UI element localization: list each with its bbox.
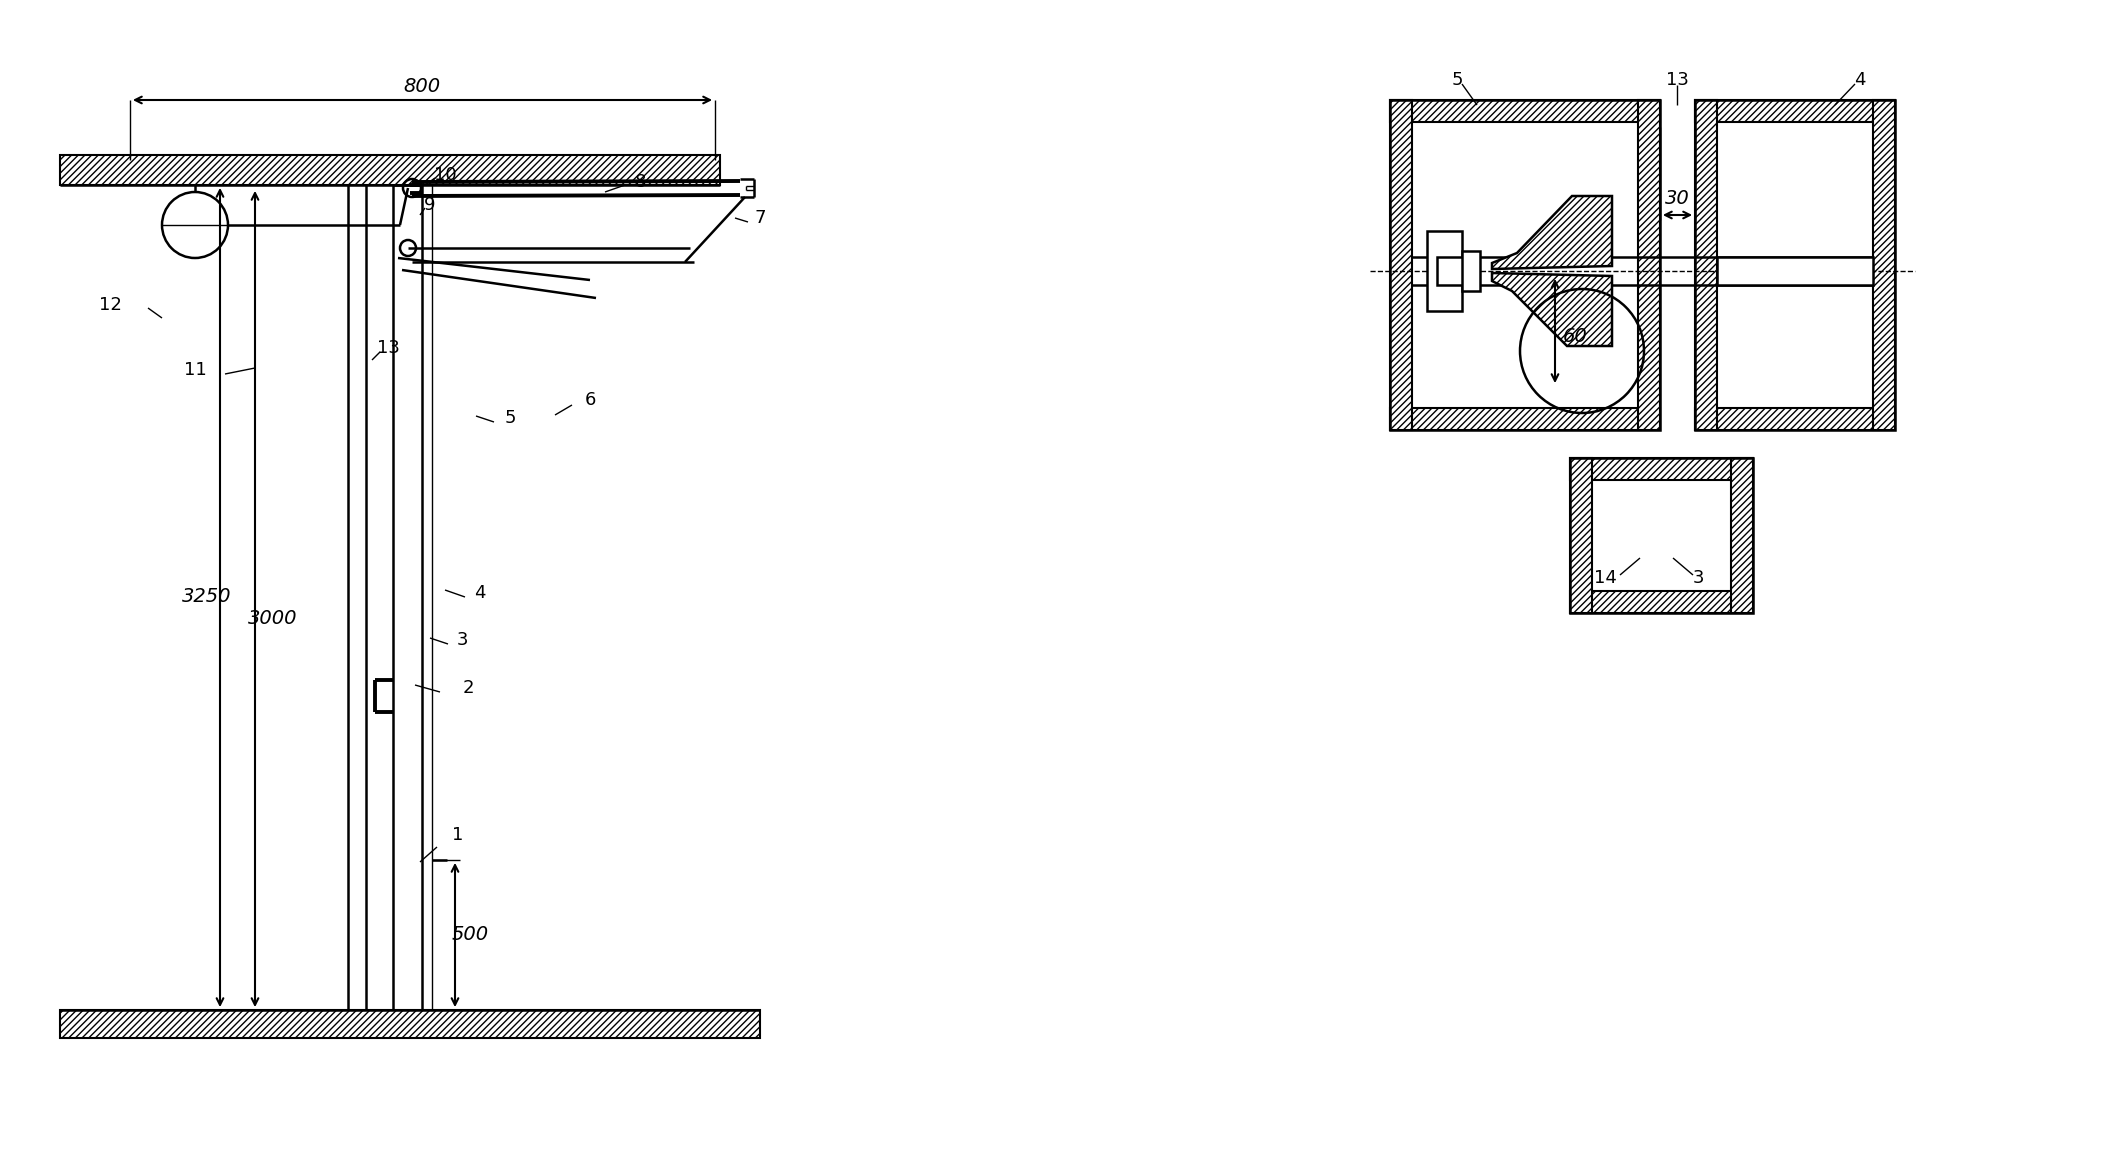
Bar <box>1695 100 1718 430</box>
Text: 3250: 3250 <box>182 587 231 607</box>
Bar <box>1389 100 1413 430</box>
Bar <box>1570 458 1593 613</box>
Text: 5: 5 <box>1451 71 1463 89</box>
Text: 13: 13 <box>1665 71 1688 89</box>
Text: 3000: 3000 <box>248 609 297 628</box>
Text: 500: 500 <box>452 925 488 945</box>
Bar <box>1695 100 1894 122</box>
Polygon shape <box>1491 196 1612 269</box>
Bar <box>1570 458 1752 480</box>
Bar <box>1718 257 1873 285</box>
Bar <box>1389 100 1661 122</box>
Bar <box>59 1010 759 1038</box>
Text: 11: 11 <box>185 361 206 379</box>
Text: 8: 8 <box>634 172 645 191</box>
Text: 3: 3 <box>1693 569 1703 587</box>
Text: 5: 5 <box>505 409 515 428</box>
Text: 14: 14 <box>1593 569 1616 587</box>
Bar <box>1570 458 1752 613</box>
Bar <box>1438 257 1476 285</box>
Bar <box>1570 591 1752 613</box>
Bar <box>1731 458 1752 613</box>
Bar <box>1427 231 1461 311</box>
Polygon shape <box>1491 273 1612 346</box>
Bar <box>1637 100 1661 430</box>
Text: 7: 7 <box>755 209 766 227</box>
Text: 9: 9 <box>424 196 435 214</box>
Text: 30: 30 <box>1665 190 1688 209</box>
Text: 3: 3 <box>456 631 469 649</box>
Bar <box>59 155 719 185</box>
Bar <box>1389 408 1661 430</box>
Bar <box>1695 100 1894 430</box>
Text: 12: 12 <box>98 296 121 315</box>
Text: 2: 2 <box>462 679 473 697</box>
Text: 4: 4 <box>1854 71 1866 89</box>
Text: 800: 800 <box>403 78 441 97</box>
Text: 1: 1 <box>452 826 464 843</box>
Text: 60: 60 <box>1563 326 1587 346</box>
Bar <box>1461 250 1480 291</box>
Bar <box>1695 408 1894 430</box>
Text: 6: 6 <box>583 391 596 409</box>
Text: 4: 4 <box>475 584 486 602</box>
Bar <box>1873 100 1894 430</box>
Text: 13: 13 <box>378 339 399 356</box>
Bar <box>1389 100 1661 430</box>
Text: 10: 10 <box>433 165 456 184</box>
